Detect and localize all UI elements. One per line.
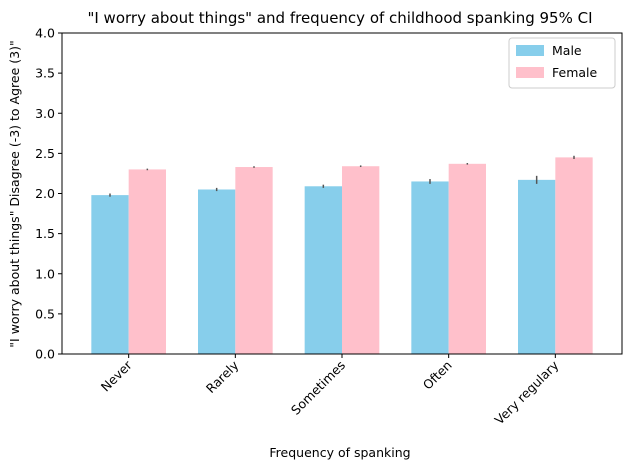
y-tick-label: 2.0	[35, 186, 55, 201]
y-tick-label: 0.5	[35, 306, 55, 321]
y-tick-label: 1.0	[35, 266, 55, 281]
y-axis-title: "I worry about things" Disagree (-3) to …	[7, 40, 22, 347]
legend-swatch-male	[516, 45, 544, 56]
y-tick-label: 2.5	[35, 146, 55, 161]
y-tick-label: 0.0	[35, 347, 55, 362]
bar-female-3	[448, 163, 486, 354]
legend-label-male: Male	[552, 43, 582, 58]
chart-title: "I worry about things" and frequency of …	[87, 9, 592, 27]
x-tick-label: Rarely	[203, 357, 242, 396]
y-tick-label: 1.5	[35, 226, 55, 241]
legend-swatch-female	[516, 67, 544, 78]
x-tick-label: Sometimes	[288, 358, 348, 418]
bar-male-3	[411, 181, 449, 354]
x-tick-label: Never	[98, 357, 136, 395]
bar-female-4	[555, 157, 593, 354]
legend-label-female: Female	[552, 65, 598, 80]
x-tick-label: Very regulary	[492, 357, 562, 427]
x-tick-label: Often	[420, 358, 455, 393]
y-tick-label: 4.0	[35, 26, 55, 41]
legend: Male Female	[508, 37, 616, 89]
x-axis-title: Frequency of spanking	[269, 445, 410, 460]
y-tick-label: 3.5	[35, 66, 55, 81]
bar-male-2	[304, 186, 342, 354]
bar-male-1	[198, 189, 236, 354]
y-tick-label: 3.0	[35, 106, 55, 121]
bar-female-2	[342, 166, 380, 354]
bar-female-1	[235, 167, 273, 354]
bar-female-0	[128, 169, 166, 354]
bar-male-0	[91, 195, 129, 354]
bar-male-4	[518, 179, 556, 354]
